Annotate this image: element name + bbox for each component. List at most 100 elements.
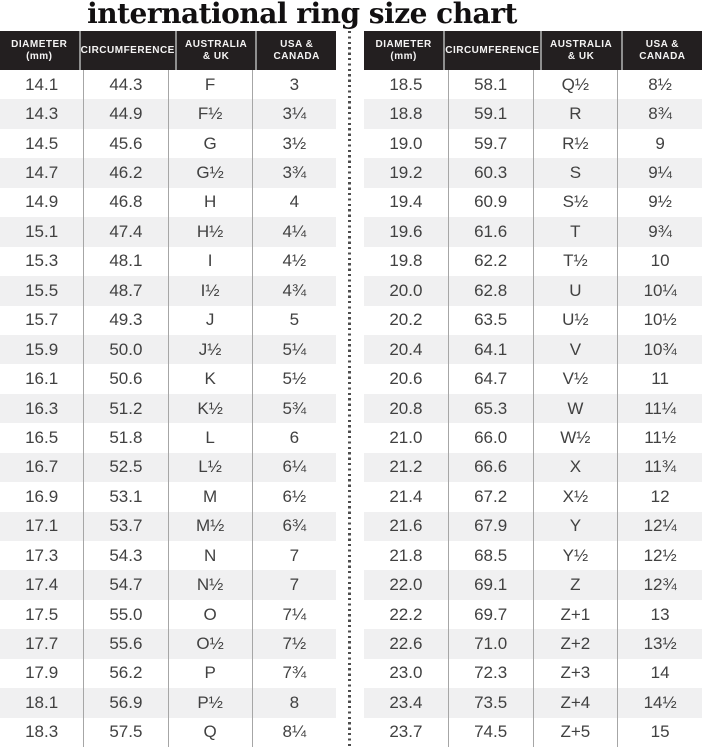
header-label: AUSTRALIA — [185, 38, 248, 50]
cell-circumference: 44.3 — [83, 70, 167, 100]
cell-usa-canada: 14½ — [617, 688, 702, 718]
cell-usa-canada: 6¾ — [251, 511, 336, 541]
table-row: 16.9 53.1 M 6½ — [0, 482, 336, 512]
cell-aus-uk: G — [167, 128, 252, 159]
cell-usa-canada: 10½ — [617, 305, 702, 335]
page-title: international ring size chart — [87, 0, 517, 30]
cell-aus-uk: Q½ — [532, 70, 618, 100]
cell-diameter: 15.1 — [25, 221, 59, 241]
table-row: 22.2 69.7 Z+1 13 — [364, 599, 702, 630]
cell-diameter: 21.4 — [389, 486, 423, 506]
table-row: 16.5 51.8 L 6 — [0, 423, 336, 453]
cell-diameter: 18.3 — [25, 722, 59, 742]
header-cell-australia-uk: AUSTRALIA & UK — [539, 31, 621, 70]
cell-diameter: 14.9 — [25, 192, 59, 212]
cell-diameter: 16.9 — [25, 486, 59, 506]
header-label: USA & — [280, 38, 314, 50]
cell-aus-uk: Z+3 — [532, 658, 618, 689]
table-row: 18.5 58.1 Q½ 8½ — [364, 70, 702, 100]
cell-aus-uk: N½ — [167, 570, 252, 600]
cell-usa-canada: 7 — [251, 541, 336, 571]
tables-container: DIAMETER (mm) CIRCUMFERENCE AUSTRALIA & … — [0, 31, 702, 747]
cell-aus-uk: Y — [532, 511, 618, 541]
cell-aus-uk: Z+4 — [532, 688, 618, 718]
cell-usa-canada: 3¾ — [251, 158, 336, 188]
cell-diameter: 15.3 — [25, 251, 59, 271]
cell-circumference: 45.6 — [83, 128, 167, 159]
cell-usa-canada: 12½ — [617, 541, 702, 571]
table-row: 14.3 44.9 F½ 3¼ — [0, 99, 336, 129]
cell-usa-canada: 11¾ — [617, 452, 702, 483]
cell-aus-uk: O½ — [167, 629, 252, 659]
cell-usa-canada: 8¼ — [251, 717, 336, 747]
cell-usa-canada: 12¼ — [617, 511, 702, 541]
cell-aus-uk: J — [167, 305, 252, 335]
cell-aus-uk: Z+5 — [532, 717, 618, 747]
cell-circumference: 60.3 — [447, 158, 533, 188]
table-row: 23.7 74.5 Z+5 15 — [364, 717, 702, 747]
cell-circumference: 62.8 — [447, 276, 533, 306]
cell-aus-uk: Z+2 — [532, 629, 618, 659]
cell-circumference: 51.8 — [83, 423, 167, 453]
table-row: 21.6 67.9 Y 12¼ — [364, 511, 702, 541]
cell-aus-uk: R — [532, 99, 618, 129]
cell-aus-uk: U — [532, 276, 618, 306]
cell-usa-canada: 10 — [617, 246, 702, 277]
cell-diameter: 22.6 — [389, 634, 423, 654]
cell-aus-uk: Y½ — [532, 541, 618, 571]
ring-size-table-left: DIAMETER (mm) CIRCUMFERENCE AUSTRALIA & … — [0, 31, 336, 747]
title-row: international ring size chart — [0, 0, 702, 31]
header-label: CIRCUMFERENCE — [445, 44, 540, 56]
cell-aus-uk: R½ — [532, 128, 618, 159]
cell-circumference: 55.0 — [83, 599, 167, 630]
header-cell-diameter: DIAMETER (mm) — [0, 31, 79, 70]
cell-aus-uk: N — [167, 541, 252, 571]
table-row: 19.0 59.7 R½ 9 — [364, 128, 702, 159]
cell-circumference: 67.9 — [447, 511, 533, 541]
cell-usa-canada: 8 — [251, 688, 336, 718]
table-row: 20.8 65.3 W 11¼ — [364, 393, 702, 424]
cell-circumference: 44.9 — [83, 99, 167, 129]
cell-aus-uk: K — [167, 364, 252, 394]
cell-diameter: 20.8 — [389, 398, 423, 418]
cell-circumference: 48.7 — [83, 276, 167, 306]
cell-diameter: 20.0 — [389, 280, 423, 300]
cell-aus-uk: S — [532, 158, 618, 188]
cell-diameter: 22.0 — [389, 575, 423, 595]
table-row: 19.2 60.3 S 9¼ — [364, 158, 702, 188]
table-body-left: 14.1 44.3 F 3 14.3 44.9 F½ 3¼ 14.5 45.6 G 3½ 14.7 46.… — [0, 70, 336, 747]
table-row: 20.2 63.5 U½ 10½ — [364, 305, 702, 335]
cell-aus-uk: V — [532, 334, 618, 365]
cell-usa-canada: 9¼ — [617, 158, 702, 188]
cell-aus-uk: L — [167, 423, 252, 453]
cell-diameter: 14.5 — [25, 133, 59, 153]
cell-circumference: 52.5 — [83, 452, 167, 483]
cell-aus-uk: Z — [532, 570, 618, 600]
header-cell-usa-canada: USA & CANADA — [620, 31, 702, 70]
cell-usa-canada: 4 — [251, 187, 336, 218]
cell-usa-canada: 6¼ — [251, 452, 336, 483]
header-cell-diameter: DIAMETER (mm) — [364, 31, 443, 70]
cell-circumference: 48.1 — [83, 246, 167, 277]
cell-diameter: 16.7 — [25, 457, 59, 477]
cell-diameter: 19.2 — [389, 163, 423, 183]
cell-usa-canada: 11½ — [617, 423, 702, 453]
cell-circumference: 68.5 — [447, 541, 533, 571]
cell-aus-uk: Z+1 — [532, 599, 618, 630]
cell-diameter: 23.7 — [389, 722, 423, 742]
cell-circumference: 66.6 — [447, 452, 533, 483]
cell-circumference: 66.0 — [447, 423, 533, 453]
table-row: 22.0 69.1 Z 12¾ — [364, 570, 702, 600]
cell-circumference: 64.1 — [447, 334, 533, 365]
cell-usa-canada: 3½ — [251, 128, 336, 159]
cell-aus-uk: Q — [167, 717, 252, 747]
cell-circumference: 62.2 — [447, 246, 533, 277]
cell-circumference: 73.5 — [447, 688, 533, 718]
cell-aus-uk: T — [532, 217, 618, 247]
cell-circumference: 59.7 — [447, 128, 533, 159]
header-label: CIRCUMFERENCE — [80, 44, 175, 56]
cell-diameter: 16.3 — [25, 398, 59, 418]
cell-aus-uk: P — [167, 658, 252, 689]
cell-usa-canada: 5¼ — [251, 334, 336, 365]
